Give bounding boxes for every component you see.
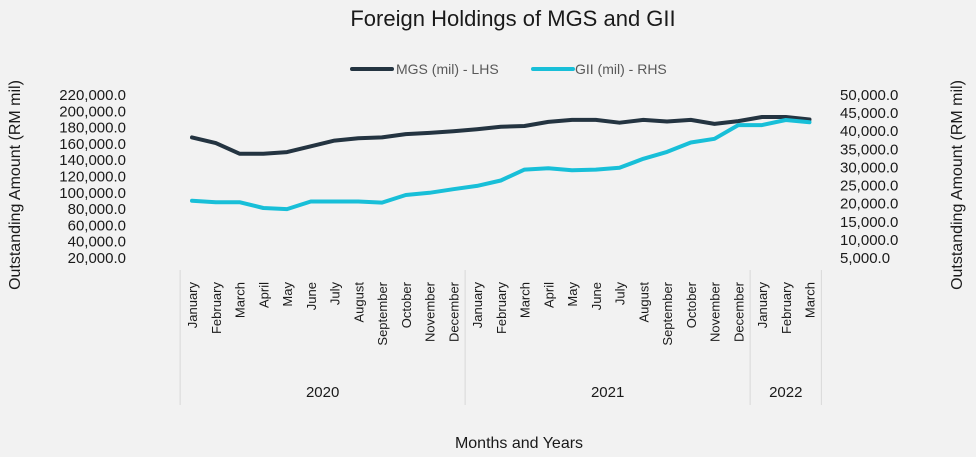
right-tick-label: 40,000.0 [840,123,898,140]
left-tick-label: 120,000.0 [59,169,126,186]
right-tick-label: 30,000.0 [840,159,898,176]
x-axis-title: Months and Years [455,435,583,452]
month-label: March [518,282,533,318]
month-label: September [375,281,390,345]
right-tick-label: 25,000.0 [840,178,898,195]
series-lines [190,115,812,212]
left-axis-title: Outstanding Amount (RM mil) [7,80,24,290]
month-label: December [731,281,746,342]
left-tick-label: 60,000.0 [68,217,126,234]
right-axis-ticks: 50,000.045,000.040,000.035,000.030,000.0… [840,87,898,267]
month-label: August [636,282,651,323]
month-label: May [565,282,580,307]
left-tick-label: 200,000.0 [59,103,126,120]
left-tick-label: 80,000.0 [68,201,126,218]
month-label: April [541,282,556,308]
month-label: January [755,282,770,329]
right-tick-label: 20,000.0 [840,196,898,213]
month-label: February [494,282,509,335]
left-tick-label: 140,000.0 [59,152,126,169]
legend: MGS (mil) - LHS GII (mil) - RHS [350,61,667,77]
series-line [190,115,812,156]
legend-label: MGS (mil) - LHS [396,61,499,77]
left-tick-label: 180,000.0 [59,120,126,137]
year-label: 2020 [306,384,339,401]
left-tick-label: 160,000.0 [59,136,126,153]
month-label: February [209,282,224,335]
series-line [190,118,812,212]
year-label: 2022 [769,384,802,401]
month-label: April [256,282,271,308]
right-tick-label: 5,000.0 [840,250,890,267]
month-label: December [446,281,461,342]
right-tick-label: 45,000.0 [840,105,898,122]
month-label: October [399,281,414,328]
month-label: June [589,282,604,310]
month-label: July [613,282,628,306]
right-axis-title: Outstanding Amount (RM mil) [949,80,966,290]
left-tick-label: 40,000.0 [68,234,126,251]
right-tick-label: 35,000.0 [840,141,898,158]
month-label: November [423,281,438,342]
left-tick-label: 20,000.0 [68,250,126,267]
month-label: March [803,282,818,318]
month-label: May [280,282,295,307]
year-label: 2021 [591,384,624,401]
legend-label: GII (mil) - RHS [575,61,667,77]
month-label: February [779,282,794,335]
month-label: July [328,282,343,306]
month-label: September [660,281,675,345]
month-label: January [185,282,200,329]
chart-title: Foreign Holdings of MGS and GII [350,6,675,31]
month-label: January [470,282,485,329]
left-axis-ticks: 220,000.0200,000.0180,000.0160,000.0140,… [59,87,126,267]
month-label: March [233,282,248,318]
right-tick-label: 15,000.0 [840,214,898,231]
left-tick-label: 220,000.0 [59,87,126,104]
left-tick-label: 100,000.0 [59,185,126,202]
month-label: November [708,281,723,342]
x-axis: January February March April May June July Augu… [179,270,822,405]
month-label: June [304,282,319,310]
month-label: August [351,282,366,323]
right-tick-label: 50,000.0 [840,87,898,104]
right-tick-label: 10,000.0 [840,232,898,249]
month-label: October [684,281,699,328]
